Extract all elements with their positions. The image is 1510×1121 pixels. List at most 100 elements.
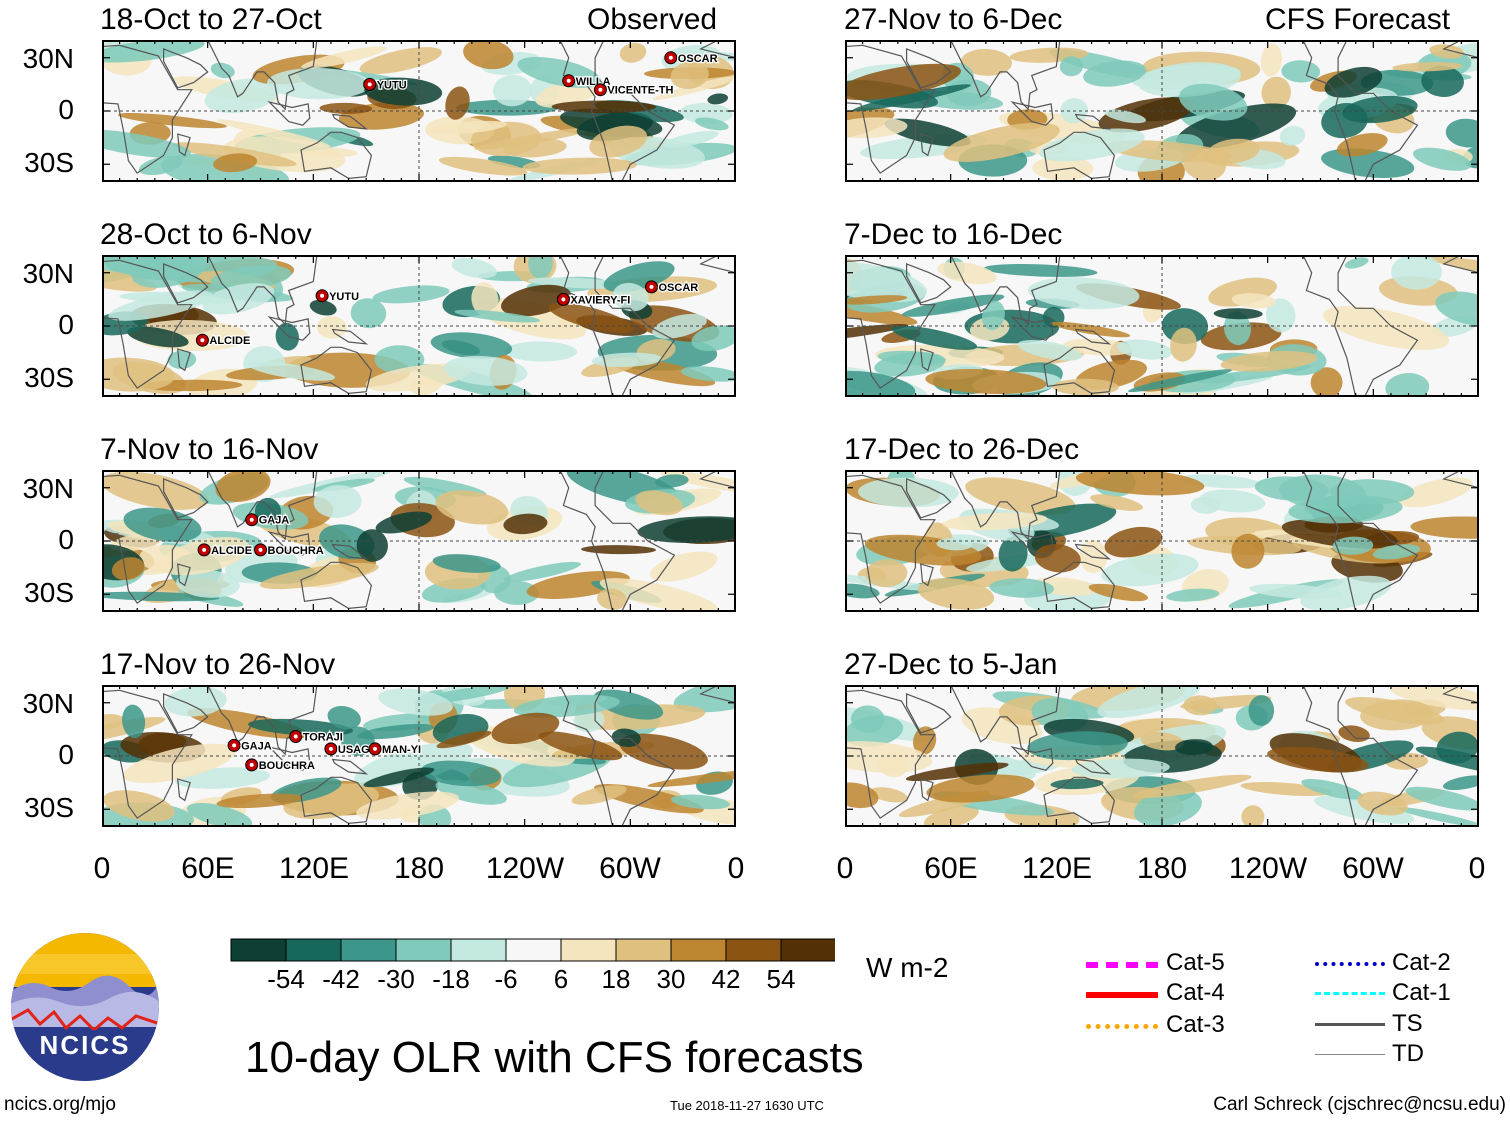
- x-label: 120E: [278, 852, 350, 885]
- footer-credit: Carl Schreck (cjschrec@ncsu.edu): [1213, 1094, 1506, 1115]
- colorbar-box: [560, 938, 617, 962]
- cat2-line: [1315, 962, 1385, 966]
- colorbar-tick-label: 30: [656, 964, 686, 994]
- colorbar-tick-label: -30: [377, 964, 415, 994]
- cat3-line: [1086, 1024, 1158, 1029]
- storm-label: BOUCHRA: [259, 760, 315, 772]
- x-label: 60E: [924, 852, 978, 885]
- y-label-30n: 30N: [22, 688, 74, 719]
- x-label: 60W: [599, 852, 661, 885]
- x-label: 120W: [485, 852, 565, 885]
- colorbar-tick-label: -6: [494, 964, 518, 994]
- colorbar-tick-label: -54: [267, 964, 305, 994]
- x-label: 180: [393, 852, 445, 885]
- x-label: 0: [836, 852, 854, 885]
- panel-title: 18-Oct to 27-Oct: [100, 3, 322, 36]
- legend-cat2: Cat-2: [1392, 949, 1451, 976]
- legend-cat1: Cat-1: [1392, 979, 1451, 1006]
- storm-label: GAJA: [259, 515, 290, 527]
- colorbar-units: W m-2: [866, 952, 949, 983]
- colorbar-tick-label: -42: [322, 964, 360, 994]
- colorbar-tick-label: 42: [711, 964, 741, 994]
- cat5-line: [1086, 962, 1158, 968]
- olr-map-panel: [845, 685, 1479, 827]
- colorbar-box: [670, 938, 727, 962]
- colorbar-box: [230, 938, 287, 962]
- storm-label: ALCIDE: [209, 335, 250, 347]
- colorbar-tick-label: -18: [432, 964, 470, 994]
- storm-label: XAVIERY-FI: [570, 294, 630, 306]
- panel-title: 7-Dec to 16-Dec: [844, 218, 1063, 251]
- panel-title: 7-Nov to 16-Nov: [100, 433, 319, 466]
- colorbar-box: [615, 938, 672, 962]
- footer-url[interactable]: ncics.org/mjo: [4, 1094, 116, 1115]
- legend-cat5: Cat-5: [1166, 949, 1225, 976]
- legend-td: TD: [1392, 1040, 1424, 1067]
- y-label-30s: 30S: [24, 577, 74, 608]
- main-title: 10-day OLR with CFS forecasts: [245, 1033, 864, 1082]
- storm-label: VICENTE-TH: [607, 85, 673, 97]
- x-label: 120W: [1228, 852, 1308, 885]
- y-label-30s: 30S: [24, 147, 74, 178]
- colorbar-box: [285, 938, 342, 962]
- y-label-eq: 0: [58, 739, 74, 770]
- panel-title: 17-Dec to 26-Dec: [844, 433, 1080, 466]
- y-label-eq: 0: [58, 524, 74, 555]
- x-label: 60E: [181, 852, 235, 885]
- td-line: [1315, 1054, 1385, 1055]
- colorbar-box: [505, 938, 562, 962]
- panel-title: 17-Nov to 26-Nov: [100, 648, 336, 681]
- storm-label: GAJA: [241, 740, 272, 752]
- storm-label: YUTU: [377, 79, 407, 91]
- storm-label: MAN-YI: [382, 744, 421, 756]
- y-label-30s: 30S: [24, 792, 74, 823]
- y-label-30n: 30N: [22, 258, 74, 289]
- olr-map-panel: [845, 40, 1479, 182]
- colorbar-box: [340, 938, 397, 962]
- storm-label: OSCAR: [659, 282, 699, 294]
- ts-line: [1315, 1023, 1385, 1026]
- olr-map-panel: YUTU XAVIERY-FI OSCAR ALCIDE: [102, 255, 736, 397]
- cat4-line: [1086, 992, 1158, 998]
- panel-title: 28-Oct to 6-Nov: [100, 218, 312, 251]
- storm-label: YUTU: [329, 291, 359, 303]
- colorbar-box: [395, 938, 452, 962]
- colorbar: [230, 938, 835, 962]
- logo-text: NCICS: [40, 1030, 131, 1060]
- colorbar-tick-label: 6: [553, 964, 569, 994]
- y-label-30n: 30N: [22, 43, 74, 74]
- x-label: 60W: [1342, 852, 1404, 885]
- column-label-observed: Observed: [587, 3, 718, 36]
- storm-label: BOUCHRA: [268, 545, 324, 557]
- storm-label: TORAJI: [303, 732, 343, 744]
- x-label: 120E: [1021, 852, 1093, 885]
- storm-label: OSCAR: [678, 53, 718, 65]
- panel-title: 27-Nov to 6-Dec: [844, 3, 1063, 36]
- colorbar-tick-label: 18: [601, 964, 631, 994]
- x-label: 0: [93, 852, 111, 885]
- footer-timestamp: Tue 2018-11-27 1630 UTC: [670, 1098, 824, 1113]
- y-label-30n: 30N: [22, 473, 74, 504]
- olr-map-panel: GAJA BOUCHRA ALCIDE: [102, 470, 736, 612]
- y-label-eq: 0: [58, 309, 74, 340]
- cat1-line: [1315, 992, 1385, 995]
- x-label: 0: [727, 852, 745, 885]
- olr-map-panel: YUTU WILLA VICENTE-TH OSCAR: [102, 40, 736, 182]
- panel-title: 27-Dec to 5-Jan: [844, 648, 1058, 681]
- colorbar-box: [780, 938, 835, 962]
- olr-map-panel: [845, 255, 1479, 397]
- legend-cat3: Cat-3: [1166, 1011, 1225, 1038]
- colorbar-tick-label: 54: [766, 964, 796, 994]
- colorbar-box: [725, 938, 782, 962]
- storm-label: ALCIDE: [211, 545, 252, 557]
- column-label-forecast: CFS Forecast: [1265, 3, 1451, 36]
- storm-label: USAGI: [338, 744, 373, 756]
- legend-ts: TS: [1392, 1010, 1423, 1037]
- x-label: 0: [1468, 852, 1486, 885]
- y-label-eq: 0: [58, 94, 74, 125]
- ncics-logo: NCICS: [11, 933, 159, 1081]
- colorbar-box: [450, 938, 507, 962]
- olr-map-panel: [845, 470, 1479, 612]
- olr-map-panel: GAJA TORAJI USAGI MAN-YI BOUCHRA: [102, 685, 736, 827]
- y-label-30s: 30S: [24, 362, 74, 393]
